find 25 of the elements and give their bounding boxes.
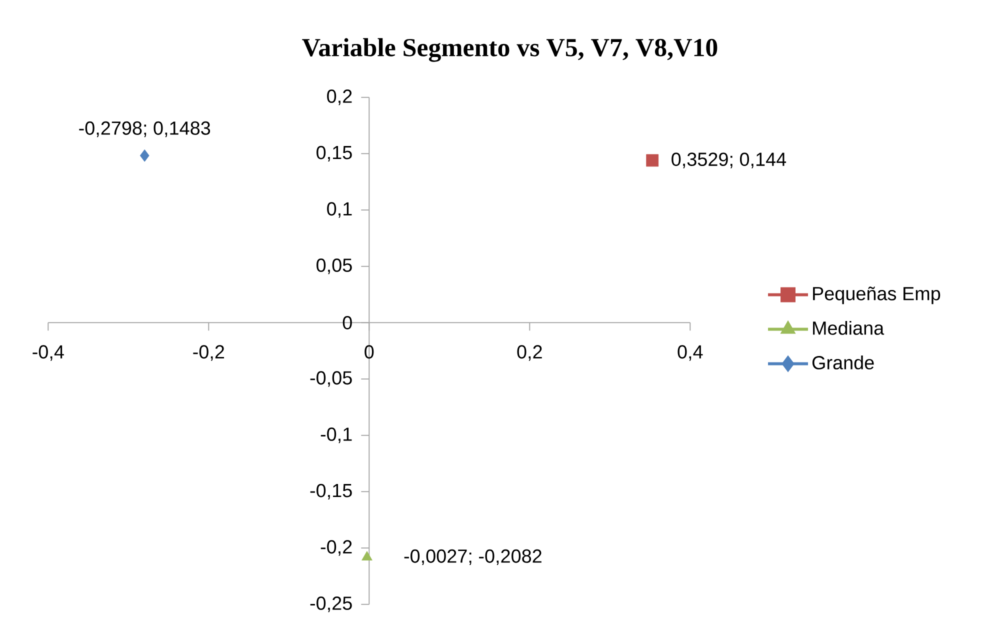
chart-title: Variable Segmento vs V5, V7, V8,V10 (302, 38, 718, 62)
y-tick-label: -0,25 (310, 596, 352, 612)
point (140, 149, 150, 162)
legend-label: Pequeñas Emp (813, 286, 940, 304)
x-tick-label: -0,4 (32, 345, 64, 361)
y-tick-label: 0 (342, 316, 352, 330)
y-tick-label: -0,1 (320, 428, 352, 444)
data-label: -0,2798; 0,1483 (79, 121, 210, 138)
y-tick-label: 0,1 (327, 202, 352, 218)
y-tick-label: -0,15 (310, 484, 352, 500)
x-tick-label: -0,2 (193, 345, 224, 361)
legend-label: Mediana (813, 320, 884, 335)
y-tick-label: -0,05 (310, 371, 352, 387)
y-tick-label: 0,05 (316, 258, 352, 274)
y-tick-label: -0,2 (320, 540, 352, 556)
data-label: -0,0027; -0,2082 (404, 549, 542, 566)
x-tick-label: 0 (364, 345, 374, 359)
data-label: 0,3529; 0,144 (672, 152, 786, 168)
x-tick-label: 0,4 (678, 345, 703, 361)
y-tick-label: 0,15 (316, 146, 352, 162)
legend-label: Grande (812, 356, 874, 370)
point (362, 551, 372, 560)
y-tick-label: 0,2 (327, 90, 352, 106)
point (646, 154, 659, 167)
x-tick-label: 0,2 (517, 345, 542, 361)
